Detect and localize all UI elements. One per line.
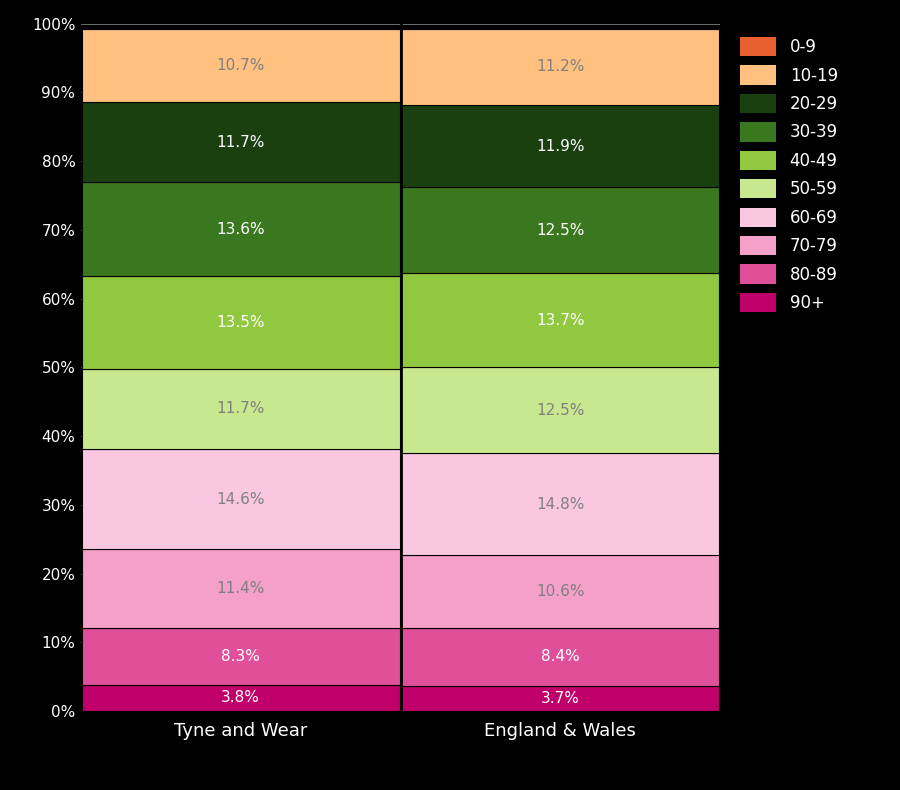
Bar <box>401 555 719 628</box>
Legend: 0-9, 10-19, 20-29, 30-39, 40-49, 50-59, 60-69, 70-79, 80-89, 90+: 0-9, 10-19, 20-29, 30-39, 40-49, 50-59, … <box>734 32 842 317</box>
Text: 12.5%: 12.5% <box>536 403 584 418</box>
Bar <box>82 182 400 276</box>
Bar <box>401 453 719 555</box>
Bar <box>401 106 719 187</box>
Text: 11.7%: 11.7% <box>217 401 265 416</box>
Text: 8.3%: 8.3% <box>221 649 260 664</box>
Bar <box>82 685 400 711</box>
Text: 3.7%: 3.7% <box>541 690 580 705</box>
Text: 11.9%: 11.9% <box>536 139 584 154</box>
Text: 14.8%: 14.8% <box>536 497 584 512</box>
Text: 13.6%: 13.6% <box>216 222 266 237</box>
Bar <box>401 187 719 273</box>
Text: 10.6%: 10.6% <box>536 584 584 599</box>
Bar <box>82 369 400 450</box>
Bar <box>82 276 400 369</box>
Text: 11.4%: 11.4% <box>217 581 265 596</box>
Text: 14.6%: 14.6% <box>217 492 265 507</box>
Bar <box>401 367 719 453</box>
Bar <box>401 686 719 711</box>
Bar <box>82 550 400 628</box>
Bar <box>401 628 719 686</box>
Text: 12.5%: 12.5% <box>536 223 584 238</box>
Text: 3.8%: 3.8% <box>221 690 260 705</box>
Text: 13.7%: 13.7% <box>536 313 584 328</box>
Text: 11.7%: 11.7% <box>217 135 265 150</box>
Bar <box>82 102 400 182</box>
Bar <box>82 450 400 550</box>
Text: 8.4%: 8.4% <box>541 649 580 664</box>
Bar <box>82 28 400 102</box>
Bar <box>82 628 400 685</box>
Bar <box>401 273 719 367</box>
Bar <box>401 28 719 106</box>
Text: 10.7%: 10.7% <box>217 58 265 73</box>
Text: 11.2%: 11.2% <box>536 59 584 74</box>
Text: 13.5%: 13.5% <box>217 315 265 330</box>
